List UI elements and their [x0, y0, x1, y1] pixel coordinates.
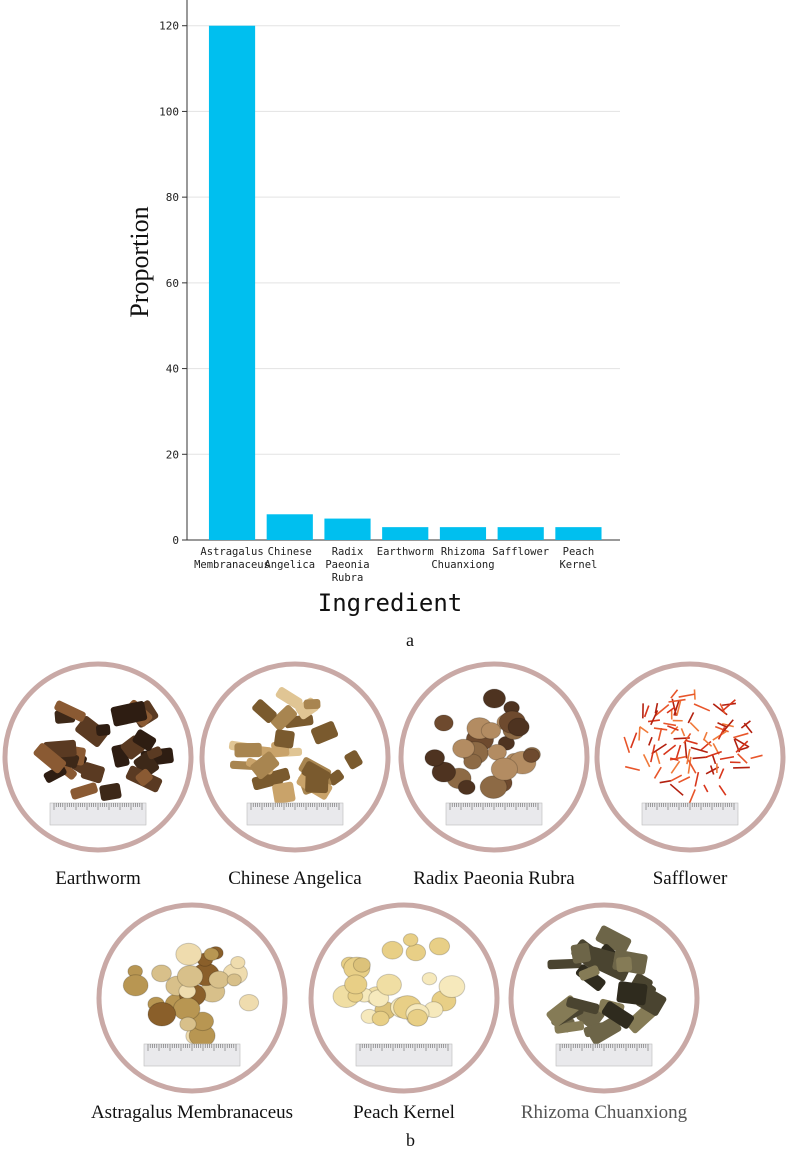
y-tick-label: 80 — [166, 191, 179, 204]
panel-label-a: a — [406, 630, 414, 650]
y-tick-label: 120 — [159, 20, 179, 33]
x-tick-label: Rhizoma Chuanxiong — [431, 546, 494, 571]
y-tick-label: 40 — [166, 363, 179, 376]
herb-name-label: Earthworm — [55, 868, 141, 889]
herb-name-label: Safflower — [652, 868, 728, 889]
peach-kernel-photo — [305, 899, 503, 1101]
herb-name-label: Chinese Angelica — [228, 868, 362, 889]
y-tick-label: 60 — [166, 277, 179, 290]
y-tick-label: 100 — [159, 105, 179, 118]
chinese-angelica-photo — [196, 658, 394, 860]
rhizoma-chuanxiong-photo — [505, 899, 703, 1101]
herb-name-label: Astragalus Membranaceus — [90, 1102, 294, 1123]
herb-name-label: Peach Kernel — [353, 1102, 455, 1123]
safflower-photo — [591, 658, 789, 860]
y-tick-label: 20 — [166, 448, 179, 461]
bar — [208, 25, 256, 540]
earthworm-photo — [0, 658, 197, 860]
x-axis-title: Ingredient — [318, 589, 463, 617]
y-axis-title: Proportion — [125, 206, 154, 317]
panel-label-b: b — [406, 1130, 415, 1150]
x-tick-label: Astragalus Membranaceus — [194, 546, 270, 571]
y-tick-label: 0 — [172, 534, 179, 547]
herb-name-label: Rhizoma Chuanxiong — [520, 1102, 688, 1123]
x-tick-label: Peach Kernel — [559, 546, 597, 571]
bar — [266, 514, 313, 540]
x-tick-label: Earthworm — [377, 546, 434, 558]
bar — [324, 518, 371, 540]
herb-name-label: Radix Paeonia Rubra — [413, 868, 575, 889]
bar — [555, 527, 602, 540]
radix-paeonia-rubra-photo — [395, 658, 593, 860]
bar — [497, 527, 544, 540]
bar — [439, 527, 487, 540]
x-tick-label: Radix Paeonia Rubra — [325, 546, 369, 584]
x-tick-label: Chinese Angelica — [264, 546, 315, 571]
bar — [382, 527, 429, 540]
bar-chart: 0 20 40 60 80 100 120 Astragalus MembranaceusChi… — [125, 0, 620, 617]
astragalus-membranaceus-photo — [93, 899, 291, 1101]
x-tick-label: Safflower — [492, 546, 549, 558]
